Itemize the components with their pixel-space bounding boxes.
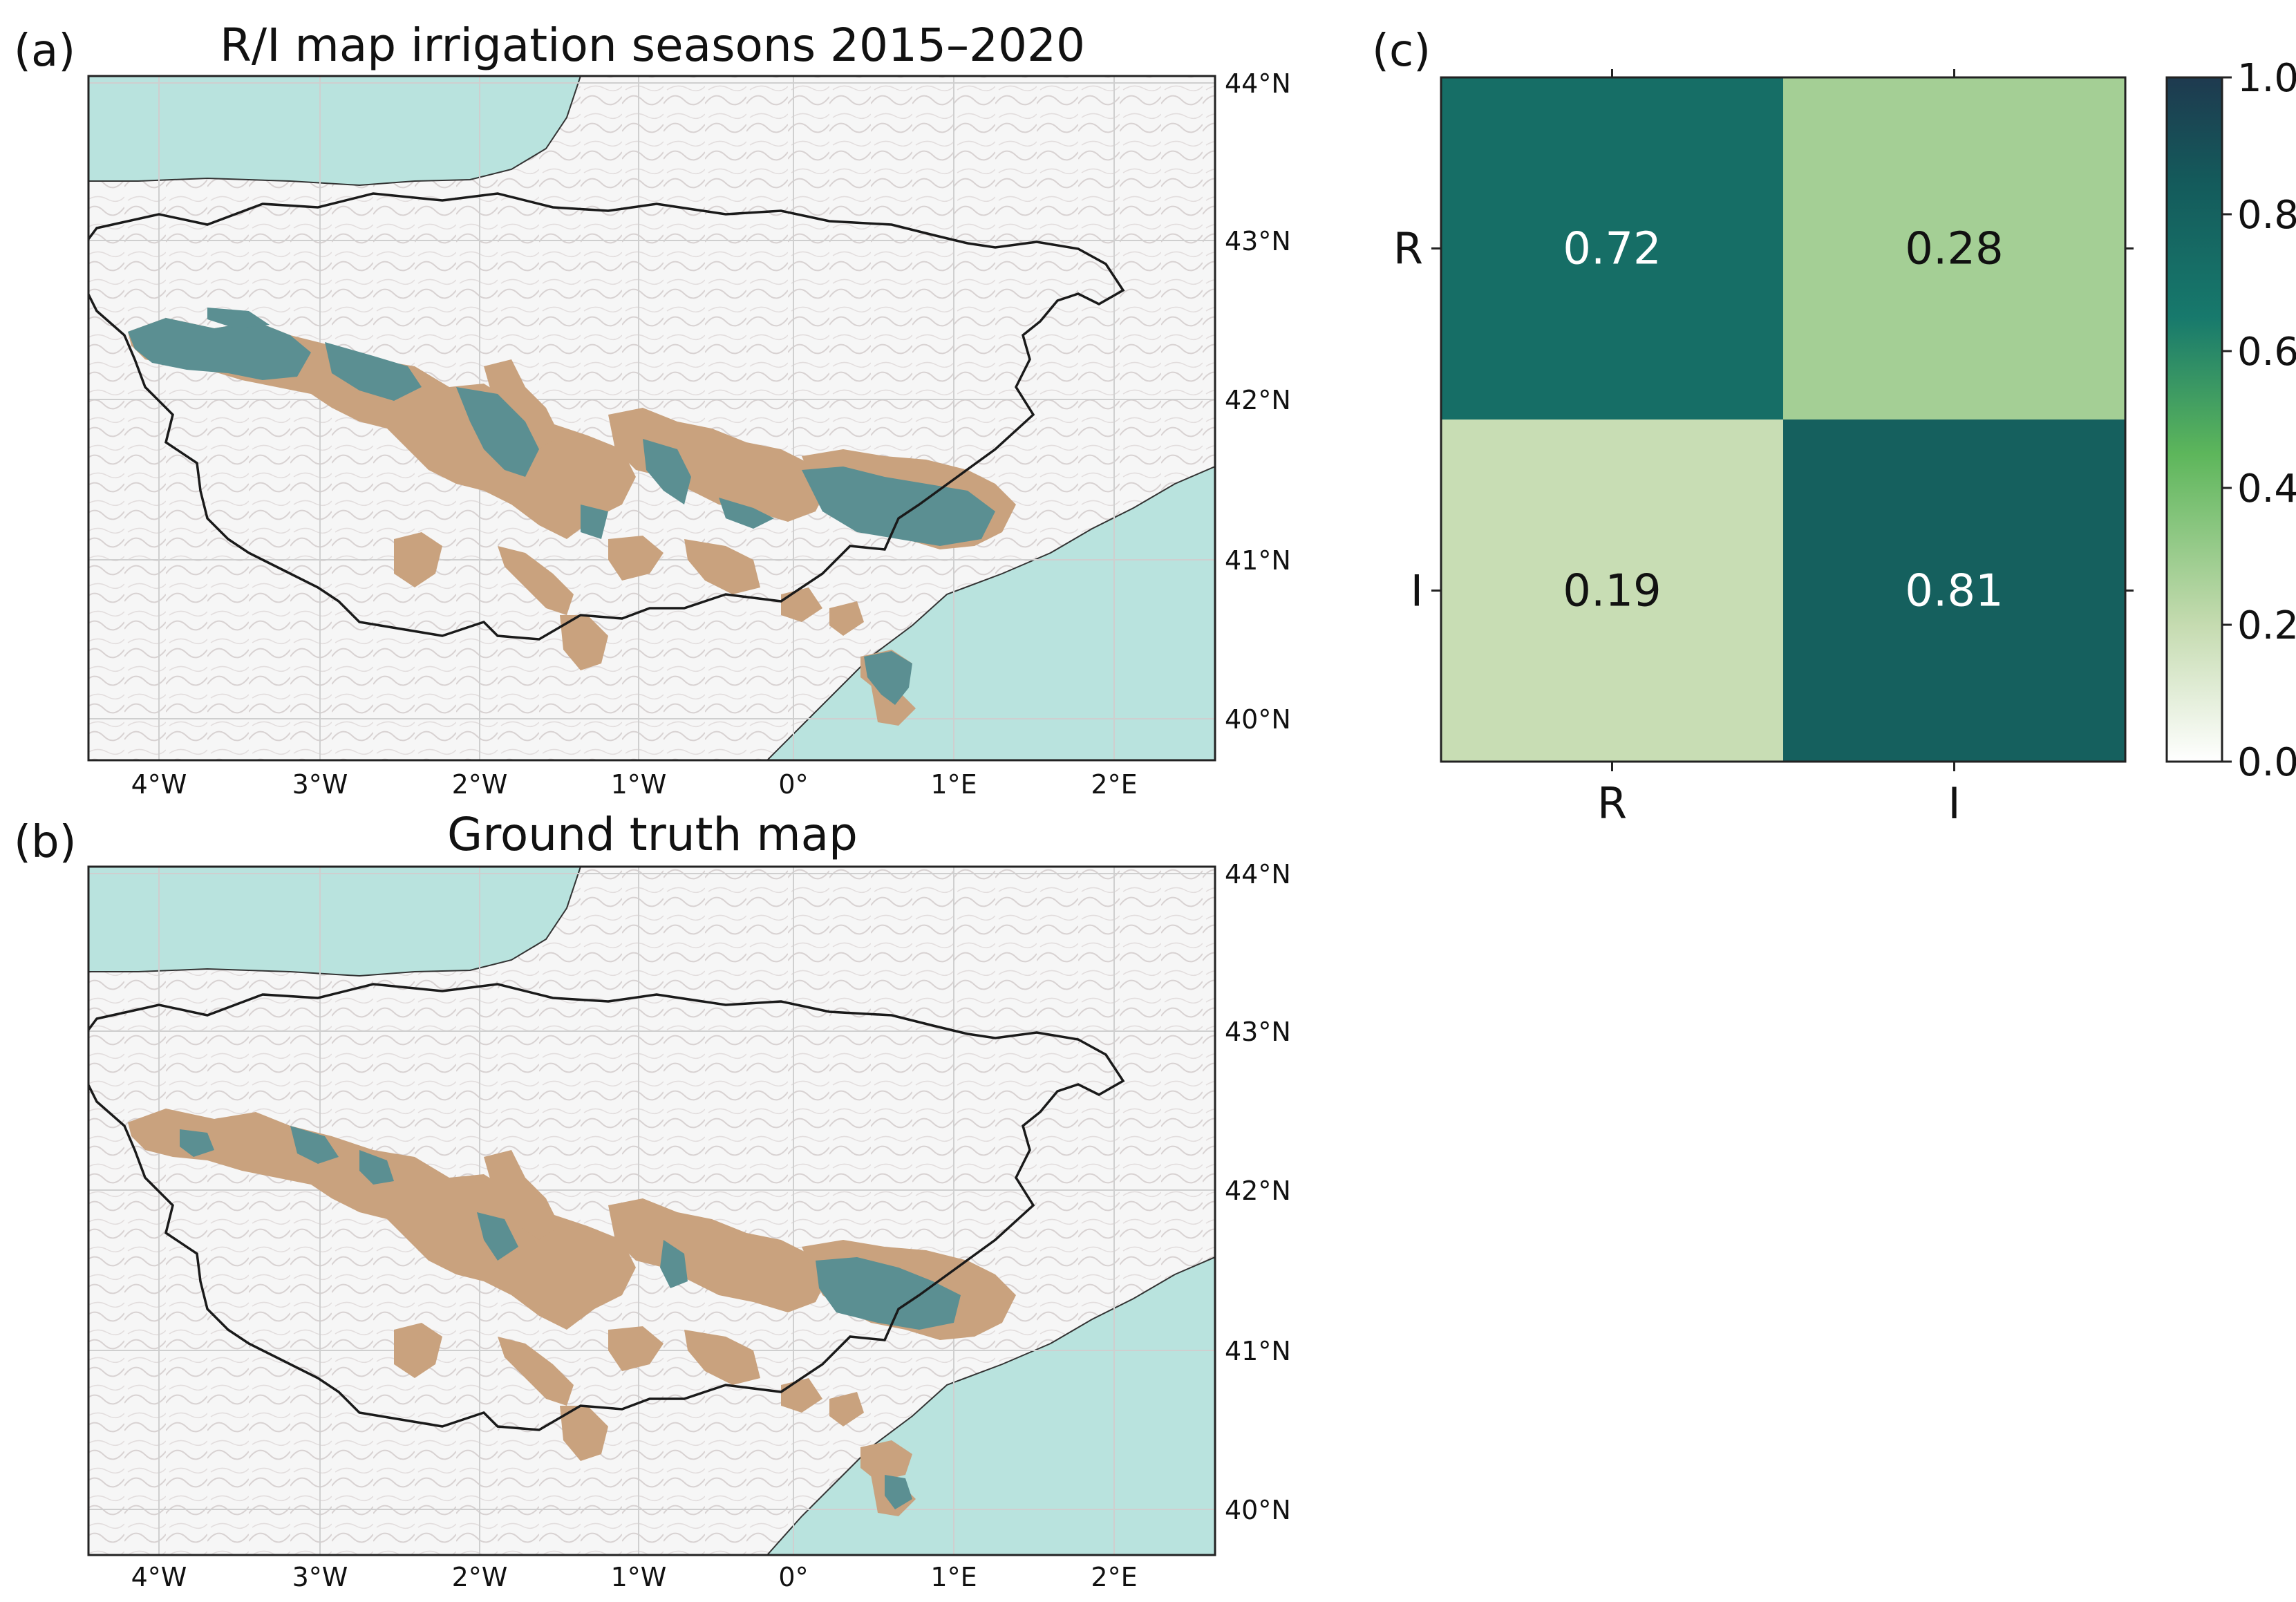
lon-tick: 2°E xyxy=(1091,769,1137,800)
panel-a-title: R/I map irrigation seasons 2015–2020 xyxy=(220,19,1085,72)
cm-col-label: I xyxy=(1948,778,1960,829)
lon-tick: 1°E xyxy=(930,769,977,800)
lat-tick: 44°N xyxy=(1225,68,1291,99)
cm-cell xyxy=(1783,77,2125,420)
panel-b-letter: (b) xyxy=(14,817,77,868)
colorbar-tick-label: 1.0 xyxy=(2237,56,2296,101)
lat-tick: 40°N xyxy=(1225,704,1291,735)
cm-frame xyxy=(1440,76,2127,763)
cm-cell xyxy=(1783,420,2125,762)
bay-of-biscay-sea xyxy=(88,867,582,977)
lon-tick: 3°W xyxy=(292,769,348,800)
colorbar-tick-label: 0.2 xyxy=(2237,603,2296,648)
panel-b-title: Ground truth map xyxy=(447,808,858,861)
lat-tick: 42°N xyxy=(1225,1176,1291,1206)
lon-tick: 1°W xyxy=(611,1562,667,1592)
cm-cell-value: 0.81 xyxy=(1905,566,2004,617)
lon-tick: 1°E xyxy=(930,1562,977,1592)
cm-row-label: I xyxy=(1411,566,1423,616)
graticule xyxy=(88,76,1215,760)
lat-tick: 40°N xyxy=(1225,1495,1291,1525)
colorbar-tick-label: 0.4 xyxy=(2237,467,2296,511)
lon-tick: 1°W xyxy=(611,769,667,800)
map-frame xyxy=(87,75,1216,762)
cm-cell-value: 0.28 xyxy=(1905,224,2004,275)
lon-tick: 4°W xyxy=(131,769,187,800)
cm-row-label: R xyxy=(1393,224,1423,274)
confusion-matrix: 0.72 0.28 0.19 0.81 R I R I xyxy=(1393,69,2134,829)
lon-tick: 2°W xyxy=(452,1562,508,1592)
colorbar-gradient xyxy=(2165,76,2223,763)
map-panel-a xyxy=(87,75,1216,762)
panel-a-lat-ticks: 44°N 43°N 42°N 41°N 40°N xyxy=(1225,68,1291,735)
panel-c-letter: (c) xyxy=(1372,26,1431,77)
lon-tick: 4°W xyxy=(131,1562,187,1592)
panel-a-lon-ticks: 4°W 3°W 2°W 1°W 0° 1°E 2°E xyxy=(131,769,1138,800)
cm-cell xyxy=(1441,77,1783,420)
cm-cell-value: 0.19 xyxy=(1563,566,1662,617)
lon-tick: 0° xyxy=(778,1562,808,1592)
lat-tick: 44°N xyxy=(1225,859,1291,889)
map-panel-b xyxy=(87,865,1216,1556)
cm-cell-value: 0.72 xyxy=(1563,224,1662,275)
lat-tick: 41°N xyxy=(1225,1336,1291,1366)
cm-cell xyxy=(1441,420,1783,762)
lon-tick: 2°W xyxy=(452,769,508,800)
lon-tick: 2°E xyxy=(1091,1562,1137,1592)
colorbar-tick-label: 0.8 xyxy=(2237,193,2296,238)
lon-tick: 3°W xyxy=(292,1562,348,1592)
colorbar-tick-label: 0.0 xyxy=(2237,740,2296,785)
colorbar-tick-label: 0.6 xyxy=(2237,330,2296,375)
bay-of-biscay-sea xyxy=(88,76,582,187)
panel-a-letter: (a) xyxy=(14,26,75,77)
colorbar: 0.0 0.2 0.4 0.6 0.8 1.0 xyxy=(2165,56,2296,785)
lat-tick: 43°N xyxy=(1225,1017,1291,1047)
panel-b-lon-ticks: 4°W 3°W 2°W 1°W 0° 1°E 2°E xyxy=(131,1562,1138,1592)
lon-tick: 0° xyxy=(778,769,808,800)
lat-tick: 41°N xyxy=(1225,545,1291,576)
map-frame xyxy=(87,865,1216,1556)
cm-col-label: R xyxy=(1597,778,1627,829)
panel-b-lat-ticks: 44°N 43°N 42°N 41°N 40°N xyxy=(1225,859,1291,1525)
lat-tick: 43°N xyxy=(1225,226,1291,256)
lat-tick: 42°N xyxy=(1225,385,1291,415)
